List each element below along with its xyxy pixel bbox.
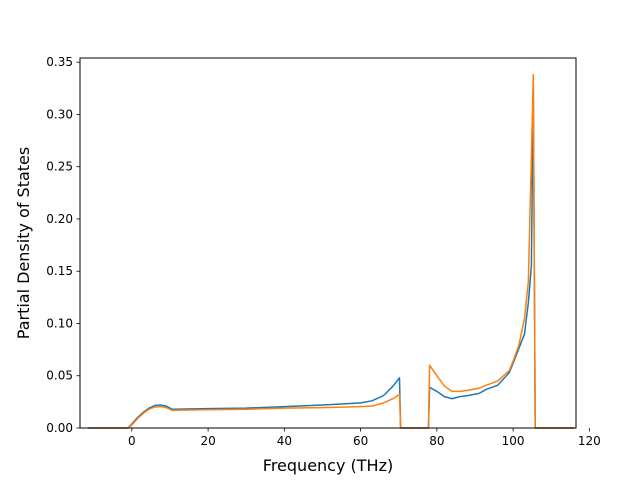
y-tick-label: 0.35 xyxy=(46,55,73,69)
y-tick-label: 0.15 xyxy=(46,264,73,278)
plot-frame xyxy=(79,57,577,429)
y-tick-label: 0.05 xyxy=(46,369,73,383)
y-tick-label: 0.00 xyxy=(46,421,73,435)
y-tick-label: 0.25 xyxy=(46,160,73,174)
y-tick-label: 0.30 xyxy=(46,107,73,121)
x-tick-label: 40 xyxy=(277,434,292,448)
y-axis-ticks: 0.00 0.05 0.10 0.15 0.20 0.25 0.30 0.35 xyxy=(46,55,80,435)
y-tick-label: 0.10 xyxy=(46,316,73,330)
x-tick-label: 60 xyxy=(353,434,368,448)
x-tick-label: 0 xyxy=(128,434,136,448)
x-tick-label: 80 xyxy=(429,434,444,448)
y-tick-label: 0.20 xyxy=(46,212,73,226)
x-tick-label: 120 xyxy=(578,434,601,448)
series-line-2 xyxy=(88,73,575,429)
series-layer xyxy=(88,73,575,429)
x-axis-title: Frequency (THz) xyxy=(263,456,393,475)
x-axis-ticks: 0 20 40 60 80 100 120 xyxy=(128,428,601,448)
x-tick-label: 100 xyxy=(502,434,525,448)
x-tick-label: 20 xyxy=(200,434,215,448)
y-axis-title: Partial Density of States xyxy=(14,147,33,339)
